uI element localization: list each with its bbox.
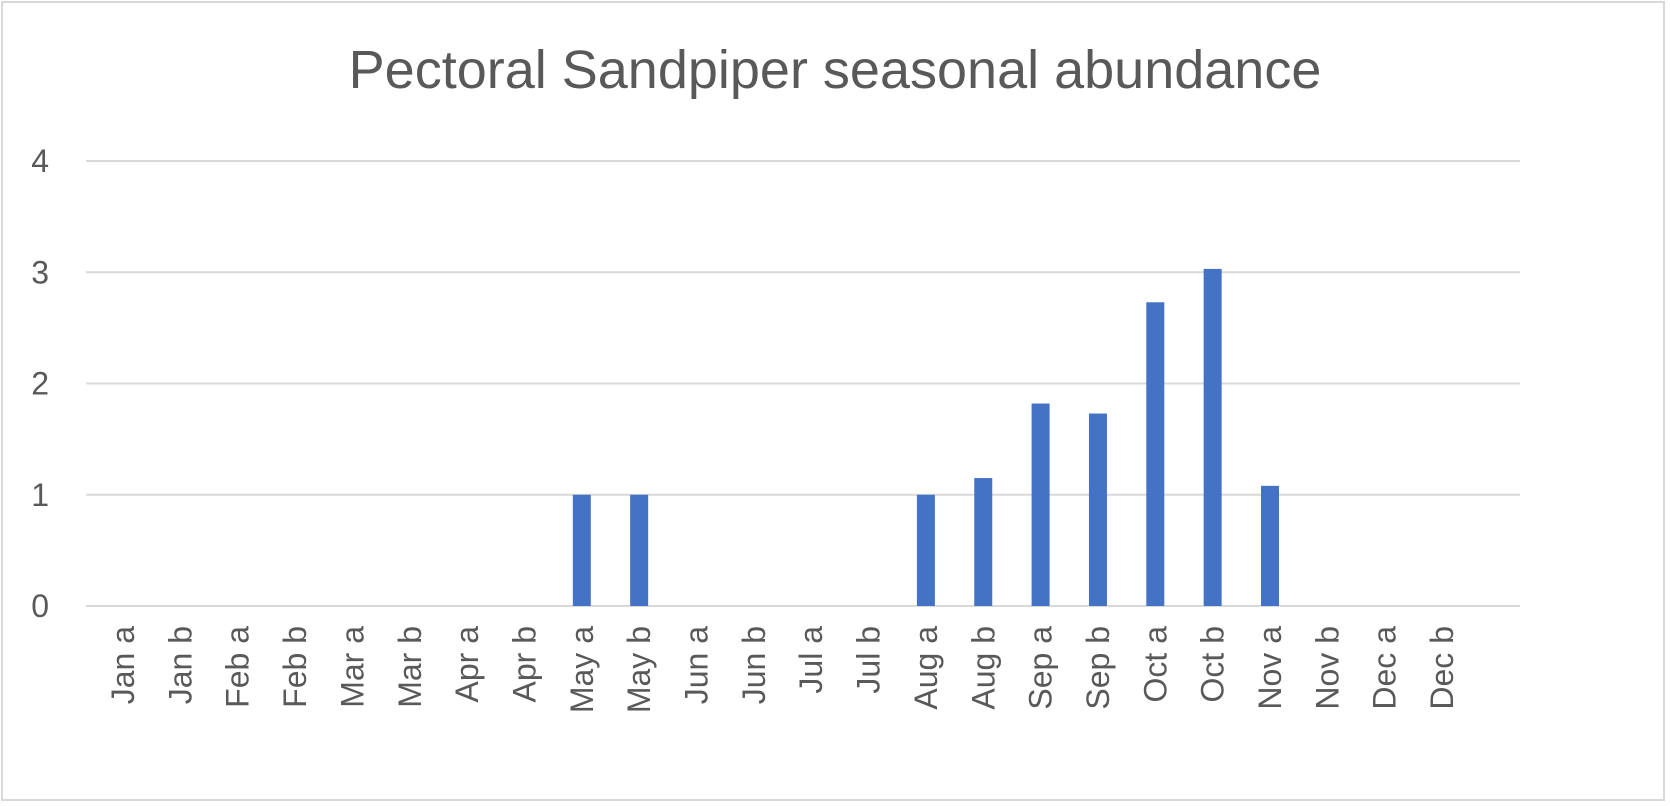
- x-axis-ticks: Jan a Jan b Feb a Feb b Mar a Mar b Apr a Apr b…: [105, 626, 1460, 713]
- bar: [916, 494, 935, 606]
- x-tick-label: Jul a: [793, 626, 829, 694]
- x-tick-label: Oct a: [1137, 626, 1173, 703]
- x-tick-label: Nov b: [1309, 626, 1345, 710]
- x-tick-label: Oct b: [1195, 626, 1231, 702]
- x-tick-label: Apr b: [506, 626, 542, 702]
- chart-title: Pectoral Sandpiper seasonal abundance: [348, 40, 1322, 100]
- x-tick-label: Feb b: [277, 626, 313, 708]
- x-tick-label: Aug a: [908, 626, 944, 710]
- y-tick-label: 1: [31, 477, 49, 513]
- y-tick-label: 2: [31, 366, 49, 402]
- x-tick-label: Jun b: [736, 626, 772, 704]
- x-tick-label: Apr a: [449, 626, 485, 703]
- bar: [1031, 403, 1050, 606]
- x-tick-label: Dec b: [1424, 626, 1460, 710]
- x-tick-label: Mar a: [334, 626, 370, 708]
- bar: [1261, 485, 1279, 606]
- x-tick-label: Nov a: [1252, 626, 1288, 710]
- bar: [974, 478, 993, 606]
- x-tick-label: May b: [621, 626, 657, 713]
- x-tick-label: Dec a: [1367, 626, 1403, 710]
- x-tick-label: Sep b: [1080, 626, 1116, 710]
- x-tick-label: Jan a: [105, 626, 141, 704]
- x-tick-label: Feb a: [220, 626, 256, 708]
- x-tick-label: Aug b: [965, 626, 1001, 710]
- bar: [630, 494, 649, 606]
- bar: [1146, 302, 1165, 606]
- y-tick-label: 4: [31, 143, 49, 179]
- x-tick-label: Jan b: [162, 626, 198, 704]
- x-tick-label: Mar b: [392, 626, 428, 708]
- gridlines: [86, 160, 1520, 607]
- y-tick-label: 0: [31, 588, 49, 624]
- y-tick-label: 3: [31, 254, 49, 290]
- y-axis-ticks: 0 1 2 3 4: [31, 143, 49, 624]
- x-tick-label: Jul b: [851, 626, 887, 694]
- bar-chart: 0 1 2 3 4 Jan a Jan b Feb a Feb b Mar a Mar b Apr …: [31, 143, 1520, 713]
- x-tick-label: Jun a: [679, 626, 715, 704]
- bar: [1088, 413, 1107, 606]
- bars: [572, 268, 1279, 606]
- bar: [572, 494, 591, 606]
- bar: [1203, 268, 1222, 606]
- x-tick-label: Sep a: [1023, 626, 1059, 710]
- x-tick-label: May a: [564, 626, 600, 713]
